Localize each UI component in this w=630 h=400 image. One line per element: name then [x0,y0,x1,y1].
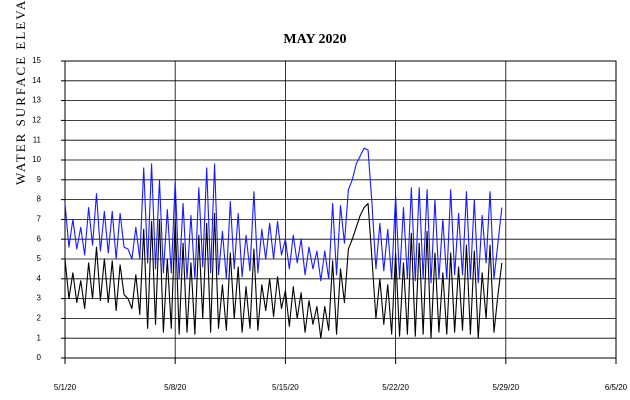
line-series [64,147,503,284]
line-series [64,203,503,339]
x-tick-label: 5/15/20 [272,383,299,392]
y-axis-label: WATER SURFACE ELEVAT [13,0,28,185]
y-tick-label: 12 [32,116,41,125]
x-tick-label: 5/8/20 [164,383,187,392]
x-tick-label: 5/29/20 [492,383,519,392]
y-tick-label: 4 [37,274,42,283]
y-tick-label: 15 [32,56,41,65]
y-tick-label: 11 [33,135,42,144]
y-tick-label: 13 [32,96,41,105]
y-tick-label: 1 [37,333,42,342]
y-tick-label: 9 [37,175,42,184]
y-tick-label: 14 [32,76,41,85]
x-tick-label: 6/5/20 [605,383,628,392]
x-tick-label: 5/22/20 [382,383,409,392]
x-tick-label: 5/1/20 [54,383,77,392]
y-tick-label: 7 [37,215,42,224]
y-tick-label: 6 [37,234,42,243]
y-tick-label: 8 [37,195,42,204]
y-tick-label: 3 [37,294,42,303]
y-tick-label: 2 [37,314,42,323]
y-tick-label: 5 [37,254,42,263]
chart-title: MAY 2020 [283,32,346,47]
y-tick-label: 10 [32,155,41,164]
y-tick-label: 0 [37,353,42,362]
